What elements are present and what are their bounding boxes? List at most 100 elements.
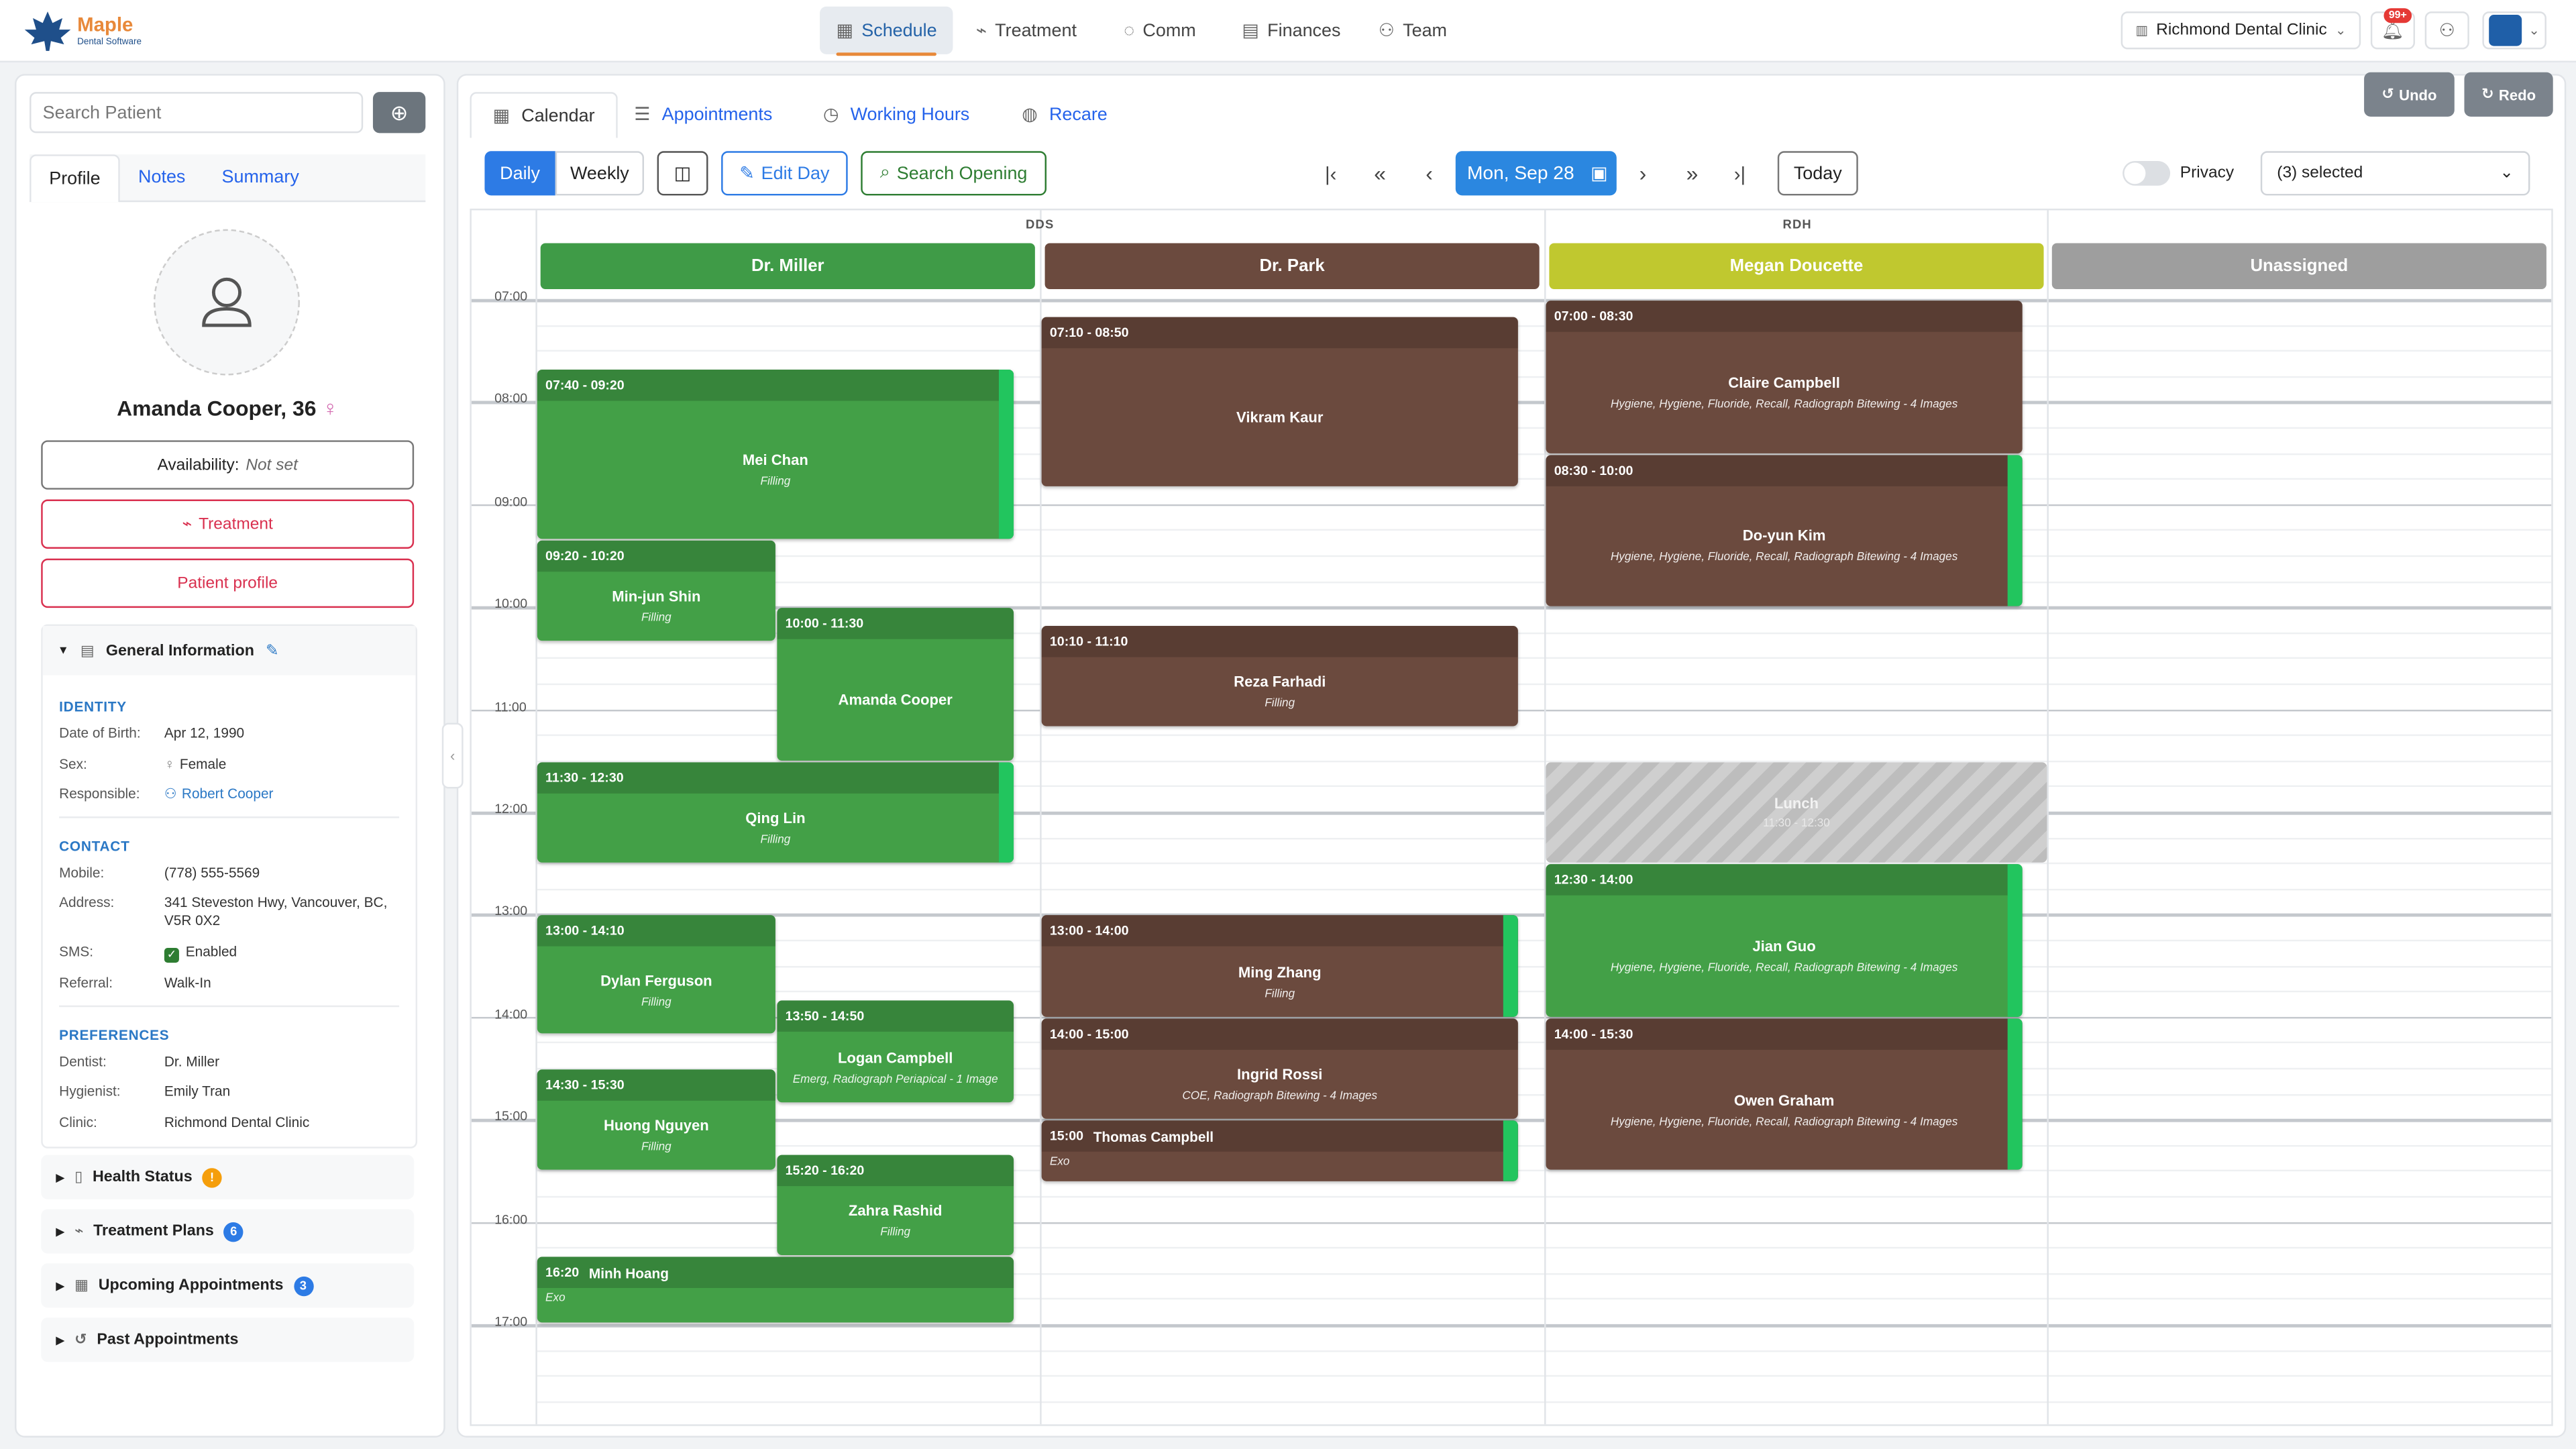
- appointment[interactable]: 07:00 - 08:30 Claire Campbell Hygiene, Hyg…: [1546, 301, 2023, 453]
- next-day-button[interactable]: ›: [1639, 161, 1647, 186]
- appointment[interactable]: 13:00 - 14:00 Ming Zhang Filling: [1041, 916, 1518, 1017]
- appointment[interactable]: 07:10 - 08:50 Vikram Kaur: [1041, 317, 1518, 487]
- appointment-body: Reza Farhadi Filling: [1042, 657, 1518, 727]
- appointment[interactable]: 09:20 - 10:20 Min-jun Shin Filling: [537, 539, 775, 641]
- nav-item[interactable]: ◌ Comm: [1108, 7, 1213, 54]
- span: Mon, Sep 28: [1466, 163, 1574, 184]
- collapsible[interactable]: ▶ ▦ Upcoming Appointments 3: [41, 1263, 415, 1308]
- collapsible[interactable]: ▶ ▯ Health Status!: [41, 1155, 415, 1199]
- ico: ⚇: [2438, 21, 2455, 42]
- hour-label: 12:00: [494, 802, 528, 817]
- appointment[interactable]: 08:30 - 10:00 Do-yun Kim Hygiene, Hygiene,…: [1546, 454, 2023, 607]
- icon: ⌁: [74, 1222, 84, 1239]
- undo-button[interactable]: ↺ Undo: [2364, 72, 2455, 117]
- tab[interactable]: ☰ Appointments: [634, 92, 772, 136]
- date-picker[interactable]: Mon, Sep 28 ▣: [1455, 151, 1617, 196]
- hour-label: 07:00: [494, 289, 528, 305]
- provider-header[interactable]: Dr. Miller: [540, 243, 1035, 290]
- prev-week-button[interactable]: «: [1374, 161, 1386, 186]
- tab[interactable]: ◷ Working Hours: [823, 92, 969, 136]
- collapse-sidebar[interactable]: ‹: [441, 722, 464, 789]
- badge: !: [202, 1167, 222, 1187]
- info-row: SMS: ✓ Enabled: [59, 942, 399, 962]
- nav-item[interactable]: ⌁ Treatment: [959, 7, 1093, 54]
- appointment-time: 10:10 - 11:10: [1049, 633, 1128, 649]
- nav-item[interactable]: ▤ Finances: [1226, 7, 1357, 54]
- patient-profile-button[interactable]: Patient profile: [41, 558, 415, 608]
- value-text: Apr 12, 1990: [164, 724, 245, 741]
- status-stripe: [2007, 864, 2023, 1017]
- span: ✎: [266, 641, 279, 660]
- next-week-button[interactable]: »: [1686, 161, 1699, 186]
- info-sections: IDENTITY Date of Birth: Apr 12, 1990 Sex: ♀ F…: [43, 676, 416, 1132]
- add-patient[interactable]: ⊕: [372, 92, 426, 133]
- appointment[interactable]: 14:30 - 15:30 Huong Nguyen Filling: [537, 1069, 775, 1171]
- search-input[interactable]: Search Patient: [30, 92, 364, 133]
- tab[interactable]: Notes: [138, 167, 186, 188]
- users-button[interactable]: ⚇: [2424, 11, 2469, 50]
- appointment[interactable]: 14:00 - 15:00 Ingrid Rossi COE, Radiograph…: [1041, 1018, 1518, 1120]
- value-text: Richmond Dental Clinic: [164, 1113, 310, 1130]
- appointment[interactable]: 13:00 - 14:10 Dylan Ferguson Filling: [537, 916, 775, 1034]
- columns-toggle[interactable]: ◫: [657, 151, 708, 196]
- provider-header[interactable]: Dr. Park: [1044, 243, 1540, 290]
- value-text: Dr. Miller: [164, 1052, 220, 1069]
- appointment[interactable]: 10:00 - 11:30 Amanda Cooper: [777, 608, 1014, 761]
- span: Finances: [1267, 20, 1341, 41]
- field-value[interactable]: ⚇ Robert Cooper: [164, 786, 274, 804]
- edit-day-button[interactable]: ✎ Edit Day: [721, 151, 848, 196]
- field-label: Sex:: [59, 755, 87, 771]
- ico: ☰: [634, 105, 651, 125]
- hour-label: 17:00: [494, 1314, 528, 1330]
- collapsible[interactable]: ▶ ↺ Past Appointments: [41, 1318, 415, 1362]
- general-info-header[interactable]: ▼ ▤ General Information ✎: [42, 626, 416, 676]
- break-block[interactable]: Lunch 11:30 - 12:30: [1546, 761, 2047, 863]
- appointment-body: Owen Graham Hygiene, Hygiene, Fluoride, R…: [1546, 1049, 2022, 1170]
- appointment[interactable]: 13:50 - 14:50 Logan Campbell Emerg, Radiog…: [777, 1001, 1014, 1102]
- availability[interactable]: Availability: Not set: [41, 440, 415, 490]
- redo-button[interactable]: ↻ Redo: [2464, 72, 2553, 117]
- appointment[interactable]: 12:30 - 14:00 Jian Guo Hygiene, Hygiene, F…: [1546, 864, 2023, 1017]
- search-opening-button[interactable]: ⌕ Search Opening: [861, 151, 1047, 196]
- tab[interactable]: ◍ Recare: [1022, 92, 1108, 136]
- tab[interactable]: Summary: [221, 167, 299, 188]
- calendar: 07:00 08:00 09:00 10:00 11:00 12:00 13:00 14:00…: [470, 209, 2553, 1426]
- hour-line: [471, 1016, 2552, 1020]
- appointment[interactable]: 07:40 - 09:20 Mei Chan Filling: [537, 369, 1014, 539]
- logo[interactable]: [21, 10, 74, 53]
- quarter-line: [537, 1093, 2552, 1095]
- provider-select[interactable]: (3) selected ⌄: [2260, 151, 2530, 196]
- collapsible[interactable]: ▶ ⌁ Treatment Plans 6: [41, 1209, 415, 1254]
- today-button[interactable]: Today: [1777, 151, 1858, 196]
- appointment[interactable]: 15:00 Thomas Campbell Exo: [1041, 1120, 1518, 1181]
- view-weekly[interactable]: Weekly: [555, 151, 645, 196]
- checkbox[interactable]: ✓: [164, 947, 179, 962]
- tab-active[interactable]: Profile: [30, 154, 120, 203]
- span: ♀: [322, 396, 339, 421]
- appointment[interactable]: 16:20 Minh Hoang Exo: [537, 1257, 1014, 1323]
- appointment[interactable]: 11:30 - 12:30 Qing Lin Filling: [537, 761, 1014, 863]
- column-divider: [1544, 210, 1546, 1425]
- account-menu[interactable]: ⌄: [2482, 11, 2546, 50]
- appointment[interactable]: 10:10 - 11:10 Reza Farhadi Filling: [1041, 625, 1518, 727]
- appointment[interactable]: 14:00 - 15:30 Owen Graham Hygiene, Hygiene…: [1546, 1018, 2023, 1171]
- provider-header[interactable]: Megan Doucette: [1549, 243, 2044, 290]
- div: [2124, 162, 2146, 184]
- nav-item[interactable]: ▦ Schedule: [820, 6, 954, 56]
- last-button[interactable]: ›|: [1733, 162, 1746, 185]
- patient-name: Jian Guo: [1752, 938, 1816, 955]
- clinic-select[interactable]: ▥ Richmond Dental Clinic ⌄: [2121, 11, 2361, 50]
- appointment[interactable]: 15:20 - 16:20 Zahra Rashid Filling: [777, 1155, 1014, 1256]
- first-button[interactable]: |‹: [1324, 162, 1337, 185]
- treatment-button[interactable]: ⌁ Treatment: [41, 499, 415, 549]
- tab-active[interactable]: ▦ Calendar: [470, 92, 618, 138]
- view-daily[interactable]: Daily: [484, 151, 555, 196]
- nav-item[interactable]: ⚇ Team: [1362, 7, 1463, 54]
- column-divider: [1040, 210, 1042, 1425]
- group-label: RDH: [1782, 217, 1812, 232]
- i: Not set: [246, 455, 298, 474]
- group-label: DDS: [1025, 217, 1055, 232]
- provider-header[interactable]: Unassigned: [2051, 243, 2546, 290]
- prev-day-button[interactable]: ‹: [1426, 161, 1433, 186]
- privacy-toggle[interactable]: [2123, 161, 2171, 186]
